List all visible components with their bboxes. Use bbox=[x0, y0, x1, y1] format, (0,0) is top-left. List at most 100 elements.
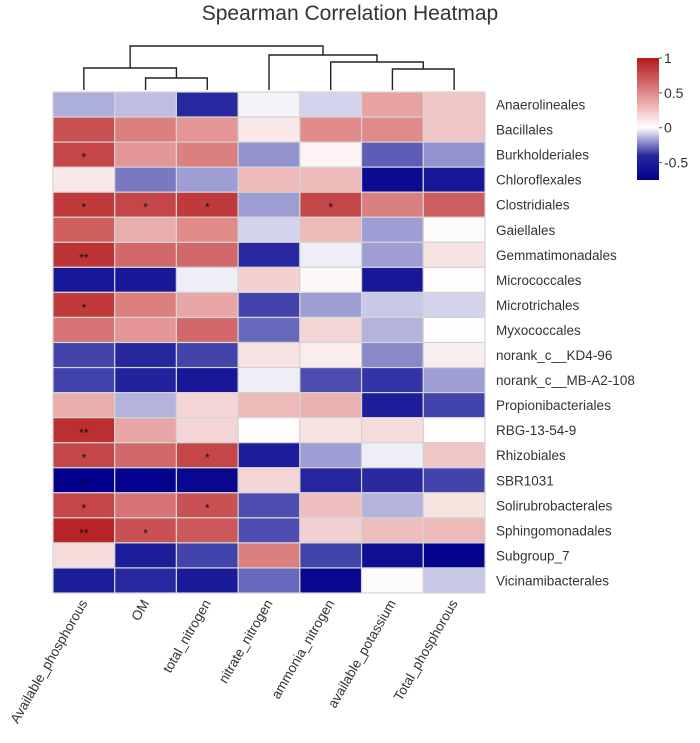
heatmap-cell bbox=[299, 241, 363, 268]
column-label: available_potassium bbox=[325, 597, 399, 710]
heatmap-cell bbox=[114, 442, 178, 469]
heatmap-cell bbox=[422, 442, 486, 469]
heatmap-cell bbox=[299, 467, 363, 494]
column-label: Total_phosphorous bbox=[391, 597, 461, 704]
heatmap-cell bbox=[237, 417, 301, 444]
heatmap-cell bbox=[299, 216, 363, 243]
heatmap-cell bbox=[237, 141, 301, 168]
significance-marker: * bbox=[143, 526, 148, 540]
significance-marker: * bbox=[82, 501, 87, 515]
row-label: Subgroup_7 bbox=[496, 548, 570, 563]
heatmap-cell bbox=[52, 91, 116, 118]
heatmap-cell bbox=[299, 266, 363, 294]
colorbar-gradient bbox=[637, 58, 659, 180]
heatmap-cell bbox=[52, 392, 116, 419]
heatmap-cell bbox=[237, 241, 301, 268]
heatmap-cell bbox=[422, 191, 486, 218]
heatmap-cell bbox=[237, 467, 301, 494]
heatmap-cell bbox=[237, 266, 301, 294]
heatmap-cell bbox=[422, 241, 486, 268]
heatmap-cell bbox=[114, 291, 178, 319]
heatmap-cell bbox=[52, 542, 116, 569]
row-label: Solirubrobacterales bbox=[496, 498, 613, 513]
heatmap-cell bbox=[175, 91, 239, 118]
heatmap-cell bbox=[422, 141, 486, 168]
heatmap-cell bbox=[360, 266, 424, 294]
colorbar-tick-label: -0.5 bbox=[664, 155, 688, 171]
heatmap-cell bbox=[52, 216, 116, 243]
heatmap-cell bbox=[360, 316, 424, 344]
column-labels: Available_phosphorous OM total_nitrogen nit… bbox=[7, 597, 460, 726]
heatmap-cell bbox=[114, 517, 178, 544]
heatmap-cell bbox=[237, 442, 301, 469]
heatmap-cell bbox=[299, 366, 363, 394]
column-label: Available_phosphorous bbox=[7, 597, 90, 726]
column-label: ammonia_nitrogen bbox=[268, 597, 337, 701]
heatmap-cell bbox=[422, 567, 486, 594]
heatmap-cell bbox=[422, 366, 486, 394]
heatmap-cell bbox=[175, 366, 239, 394]
significance-marker: * bbox=[82, 451, 87, 465]
heatmap-cell bbox=[114, 417, 178, 444]
heatmap-cell bbox=[237, 567, 301, 594]
heatmap-cell bbox=[114, 266, 178, 294]
heatmap-cell bbox=[360, 216, 424, 243]
heatmap-cell bbox=[175, 291, 239, 319]
row-label: Gaiellales bbox=[496, 223, 556, 238]
heatmap-cell bbox=[114, 141, 178, 168]
heatmap-cell bbox=[114, 241, 178, 268]
heatmap-cell bbox=[237, 392, 301, 419]
heatmap-cell bbox=[114, 341, 178, 369]
heatmap-cell bbox=[299, 341, 363, 369]
heatmap-cell bbox=[299, 91, 363, 118]
heatmap-cell bbox=[52, 291, 116, 319]
heatmap-cell bbox=[360, 116, 424, 143]
heatmap-cell bbox=[299, 141, 363, 168]
heatmap-cell bbox=[52, 116, 116, 143]
heatmap-cell bbox=[237, 517, 301, 544]
heatmap-cell bbox=[422, 291, 486, 319]
heatmap-cell bbox=[360, 91, 424, 118]
heatmap-cell bbox=[114, 116, 178, 143]
column-label: total_nitrogen bbox=[160, 597, 214, 675]
heatmap-cell bbox=[175, 542, 239, 569]
heatmap-cell bbox=[52, 341, 116, 369]
heatmap-cell bbox=[422, 316, 486, 344]
heatmap-cell bbox=[299, 442, 363, 469]
significance-marker: ** bbox=[79, 251, 89, 265]
dendrogram-branch bbox=[268, 54, 378, 90]
significance-marker: ** bbox=[79, 426, 89, 440]
heatmap-cell bbox=[114, 91, 178, 118]
heatmap-cell bbox=[237, 316, 301, 344]
heatmap-cell bbox=[52, 366, 116, 394]
heatmap-cell bbox=[299, 166, 363, 193]
row-label: Rhizobiales bbox=[496, 448, 566, 463]
heatmap-cells bbox=[52, 91, 486, 594]
heatmap-cell bbox=[175, 216, 239, 243]
row-labels: Anaerolineales Bacillales Burkholderiales C… bbox=[496, 98, 635, 589]
column-label: nitrate_nitrogen bbox=[216, 597, 276, 686]
heatmap-cell bbox=[114, 567, 178, 594]
heatmap-cell bbox=[299, 291, 363, 319]
heatmap-cell bbox=[360, 392, 424, 419]
heatmap-cell bbox=[237, 492, 301, 519]
heatmap-cell bbox=[360, 191, 424, 218]
column-dendrogram bbox=[83, 45, 455, 90]
column-label: OM bbox=[128, 597, 152, 623]
heatmap-cell bbox=[422, 492, 486, 519]
heatmap-cell bbox=[360, 241, 424, 268]
heatmap-cell bbox=[422, 417, 486, 444]
significance-marker: * bbox=[82, 201, 87, 215]
heatmap-cell bbox=[360, 417, 424, 444]
heatmap-cell bbox=[52, 316, 116, 344]
heatmap-cell bbox=[175, 166, 239, 193]
heatmap-cell bbox=[422, 392, 486, 419]
heatmap-cell bbox=[175, 392, 239, 419]
heatmap-cell bbox=[360, 366, 424, 394]
heatmap-cell bbox=[52, 567, 116, 594]
heatmap-cell bbox=[299, 542, 363, 569]
heatmap-cell bbox=[175, 417, 239, 444]
heatmap-cell bbox=[114, 492, 178, 519]
dendrogram-branch bbox=[129, 45, 324, 68]
row-label: Clostridiales bbox=[496, 198, 570, 213]
